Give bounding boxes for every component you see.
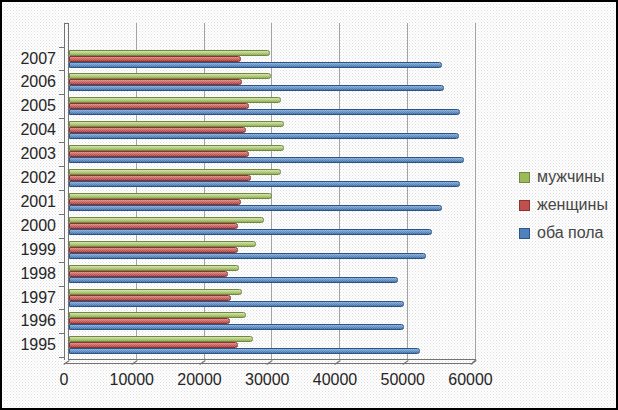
x-axis-label-60000: 60000 [439,371,503,389]
y-axis-tick [59,47,64,48]
bar-оба пола-2005 [69,109,460,115]
gridline-60000 [475,23,476,359]
legend-item-оба пола: оба пола [519,224,603,242]
bar-оба пола-2001 [69,205,442,211]
y-axis-tick [59,94,64,95]
chart-background: 2007 2006 2005 2004 2003 2002 2001 2000 1999 1998… [0,0,618,410]
bar-женщины-1999 [69,247,238,253]
y-axis-tick [59,262,64,263]
y-axis-label-1998: 1998 [10,265,56,283]
x-axis-label-10000: 10000 [100,371,164,389]
legend-item-мужчины: мужчины [519,168,605,186]
bar-оба пола-2002 [69,181,460,187]
legend-swatch-icon [519,228,530,239]
y-axis-label-2003: 2003 [10,145,56,163]
bar-оба пола-1996 [69,324,404,330]
y-axis-tick [59,309,64,310]
y-axis-tick [59,166,64,167]
y-axis-label-2000: 2000 [10,217,56,235]
bar-оба пола-2004 [69,133,459,139]
bar-женщины-2001 [69,199,241,205]
bar-женщины-1998 [69,271,228,277]
y-axis-label-1996: 1996 [10,312,56,330]
legend-label: оба пола [537,224,603,242]
legend-item-женщины: женщины [519,196,608,214]
y-axis-tick [59,238,64,239]
y-axis-tick [59,286,64,287]
y-axis-tick [59,214,64,215]
y-axis-tick [59,70,64,71]
bar-оба пола-1995 [69,348,420,354]
bar-оба пола-1998 [69,277,398,283]
gridline-50000 [407,23,408,359]
y-axis-label-2001: 2001 [10,193,56,211]
y-axis-label-1995: 1995 [10,336,56,354]
bar-оба пола-2006 [69,85,444,91]
y-axis-label-1997: 1997 [10,289,56,307]
y-axis-tick [59,357,64,358]
bar-женщины-2000 [69,223,238,229]
y-axis-wall-top-cap [64,23,69,24]
y-axis-tick [59,118,64,119]
bar-оба пола-2007 [69,62,442,68]
legend-swatch-icon [519,172,530,183]
bar-оба пола-2000 [69,229,432,235]
x-axis-label-20000: 20000 [168,371,232,389]
x-axis-label-30000: 30000 [235,371,299,389]
y-axis-label-2002: 2002 [10,169,56,187]
y-axis-tick [59,190,64,191]
bar-мужчины-1998 [69,265,239,271]
y-axis-label-2005: 2005 [10,97,56,115]
y-axis-tick [59,142,64,143]
legend-label: женщины [537,196,608,214]
bar-оба пола-1999 [69,253,426,259]
bar-мужчины-1999 [69,241,256,247]
bar-мужчины-1997 [69,289,242,295]
bar-оба пола-1997 [69,301,404,307]
y-axis-label-2007: 2007 [10,50,56,68]
bar-женщины-1997 [69,295,231,301]
gridline-30000 [271,23,272,359]
y-axis-tick [59,333,64,334]
bar-женщины-2007 [69,56,241,62]
y-axis-label-1999: 1999 [10,241,56,259]
bar-мужчины-2007 [69,50,270,56]
y-axis-label-2006: 2006 [10,73,56,91]
bar-мужчины-2001 [69,193,272,199]
legend-swatch-icon [519,200,530,211]
bar-оба пола-2003 [69,157,464,163]
x-axis-label-0: 0 [32,371,96,389]
x-axis-label-40000: 40000 [303,371,367,389]
y-axis-wall-line [64,24,65,360]
bar-мужчины-2000 [69,217,264,223]
y-axis-label-2004: 2004 [10,121,56,139]
gridline-40000 [339,23,340,359]
legend-label: мужчины [537,168,605,186]
x-axis-label-50000: 50000 [371,371,435,389]
